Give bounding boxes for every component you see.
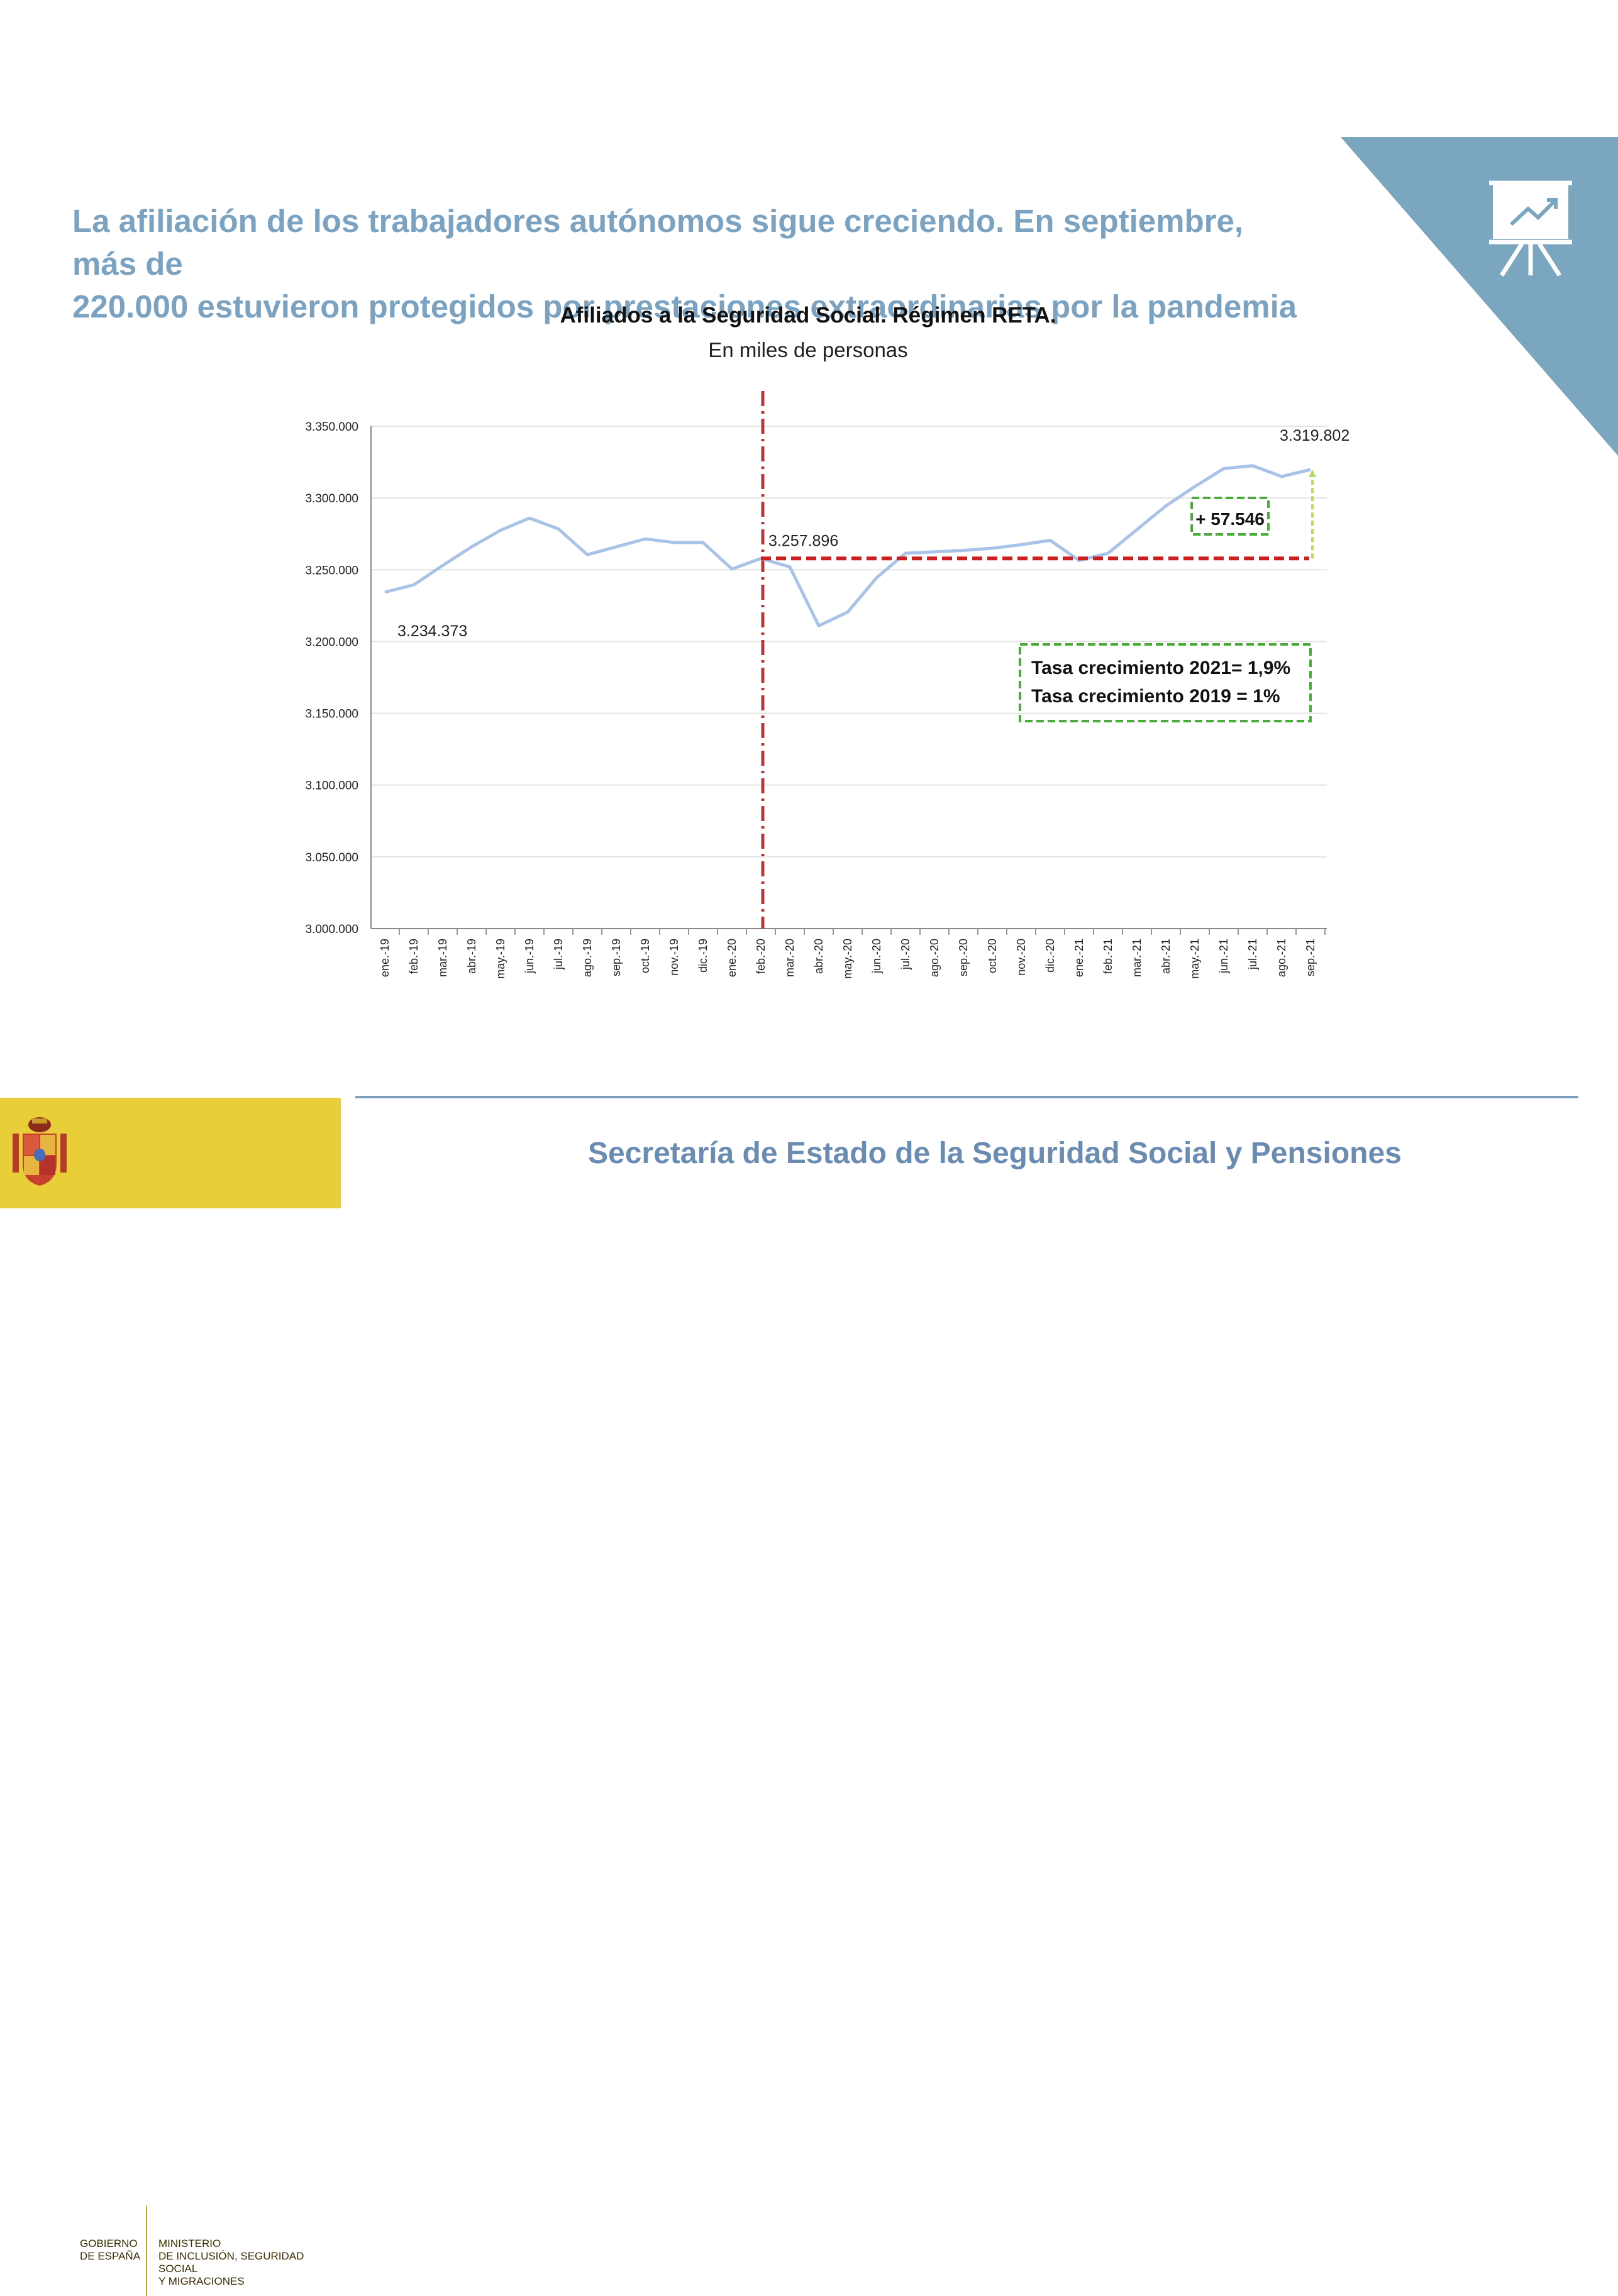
x-tick-label: oct.-20: [986, 939, 999, 973]
y-tick-label: 3.050.000: [305, 851, 358, 864]
growth-rate-box: [1019, 643, 1312, 722]
x-tick-label: sep.-21: [1304, 939, 1317, 976]
footer-secretaria: Secretaría de Estado de la Seguridad Soc…: [588, 1137, 1402, 1170]
logo-ministerio-line-3: Y MIGRACIONES: [158, 2275, 245, 2287]
logo-gobierno-line-2: DE ESPAÑA: [80, 2250, 141, 2262]
logo-gobierno: GOBIERNO DE ESPAÑA: [80, 2238, 140, 2263]
headline-line-1: La afiliación de los trabajadores autóno…: [72, 203, 1243, 282]
x-tick-label: oct.-19: [639, 939, 651, 973]
x-tick-label: mar.-21: [1131, 939, 1143, 977]
x-tick-label: ene.-21: [1073, 939, 1085, 977]
x-tick-label: nov.-19: [668, 939, 680, 976]
headline-line-2: 220.000 estuvieron protegidos por presta…: [72, 289, 1297, 324]
logo-separator: [146, 2205, 147, 2296]
logo-ministerio-line-1: MINISTERIO: [158, 2238, 221, 2249]
x-tick-label: jul.-21: [1246, 939, 1259, 970]
x-tick-label: dic.-20: [1044, 939, 1056, 973]
y-tick-label: 3.100.000: [305, 780, 358, 793]
coat-of-arms-icon: [13, 1117, 67, 1186]
series-point: [731, 568, 733, 570]
series-point: [963, 549, 964, 551]
x-tick-label: sep.-20: [957, 939, 970, 976]
feb20-value-label: 3.257.896: [768, 532, 838, 549]
y-tick-label: 3.250.000: [305, 564, 358, 577]
chart-subtitle: En miles de personas: [708, 338, 908, 362]
series-point: [1107, 553, 1109, 554]
x-tick-label: feb.-19: [407, 939, 420, 974]
series-point: [529, 517, 530, 519]
series-point: [1136, 529, 1138, 530]
x-tick-label: jul.-20: [899, 939, 912, 970]
x-tick-label: ago.-21: [1275, 939, 1288, 977]
x-tick-label: ene.-20: [726, 939, 738, 977]
series-point: [673, 542, 675, 543]
series-point: [934, 551, 935, 553]
difference-box: [1190, 497, 1270, 536]
x-tick-label: abr.-21: [1160, 939, 1172, 974]
y-tick-label: 3.200.000: [305, 636, 358, 649]
corner-decoration: [1341, 137, 1618, 456]
x-tick-label: mar.-19: [436, 939, 449, 977]
x-tick-label: ago.-19: [581, 939, 594, 977]
y-tick-label: 3.350.000: [305, 421, 358, 434]
x-tick-label: feb.-21: [1102, 939, 1114, 974]
x-tick-label: ago.-20: [928, 939, 941, 977]
end-value-label: 3.319.802: [1280, 427, 1349, 444]
x-tick-label: may.-19: [494, 939, 507, 979]
start-value-label: 3.234.373: [397, 622, 467, 640]
logo-gobierno-line-1: GOBIERNO: [80, 2238, 138, 2249]
footer-divider: [355, 1096, 1578, 1098]
growth-rate-2021: Tasa crecimiento 2021= 1,9%: [1031, 658, 1290, 678]
x-tick-label: jun.-21: [1217, 939, 1230, 974]
series-point: [1021, 544, 1022, 545]
headline: La afiliación de los trabajadores autóno…: [72, 200, 1305, 328]
increase-arrowhead: [1309, 469, 1316, 477]
government-logo: GOBIERNO DE ESPAÑA MINISTERIO DE INCLUSI…: [0, 1098, 341, 2296]
x-tick-label: may.-21: [1189, 939, 1201, 979]
y-tick-label: 3.300.000: [305, 492, 358, 505]
x-tick-label: dic.-19: [697, 939, 709, 973]
x-tick-label: may.-20: [841, 939, 854, 979]
x-tick-label: ene.-19: [379, 939, 391, 977]
logo-ministerio: MINISTERIO DE INCLUSIÓN, SEGURIDAD SOCIA…: [158, 2238, 341, 2288]
x-tick-label: feb.-20: [755, 939, 767, 974]
x-tick-label: nov.-20: [1015, 939, 1028, 976]
x-tick-label: jun.-19: [523, 939, 536, 974]
x-tick-label: jul.-19: [552, 939, 565, 970]
y-tick-label: 3.000.000: [305, 923, 358, 936]
series-line: [384, 464, 1311, 627]
chart-title: Afiliados a la Seguridad Social. Régimen…: [560, 303, 1056, 328]
x-tick-label: abr.-19: [465, 939, 478, 974]
series-point: [1050, 539, 1051, 541]
line-chart: 3.000.000 3.050.000 3.100.000 3.150.000 3.20…: [305, 391, 1349, 979]
logo-ministerio-line-2: DE INCLUSIÓN, SEGURIDAD SOCIAL: [158, 2250, 304, 2275]
x-tick-label: sep.-19: [610, 939, 623, 976]
x-tick-label: jun.-20: [870, 939, 883, 974]
series-point: [702, 542, 704, 543]
x-tick-label: mar.-20: [784, 939, 796, 977]
difference-label: + 57.546: [1195, 509, 1265, 529]
series-point: [1310, 469, 1311, 470]
presentation-chart-icon: [1489, 180, 1572, 277]
series-point: [616, 546, 617, 548]
x-tick-label: abr.-20: [812, 939, 825, 974]
growth-rate-2019: Tasa crecimiento 2019 = 1%: [1031, 686, 1280, 707]
y-tick-label: 3.150.000: [305, 708, 358, 721]
series-point: [992, 548, 993, 549]
